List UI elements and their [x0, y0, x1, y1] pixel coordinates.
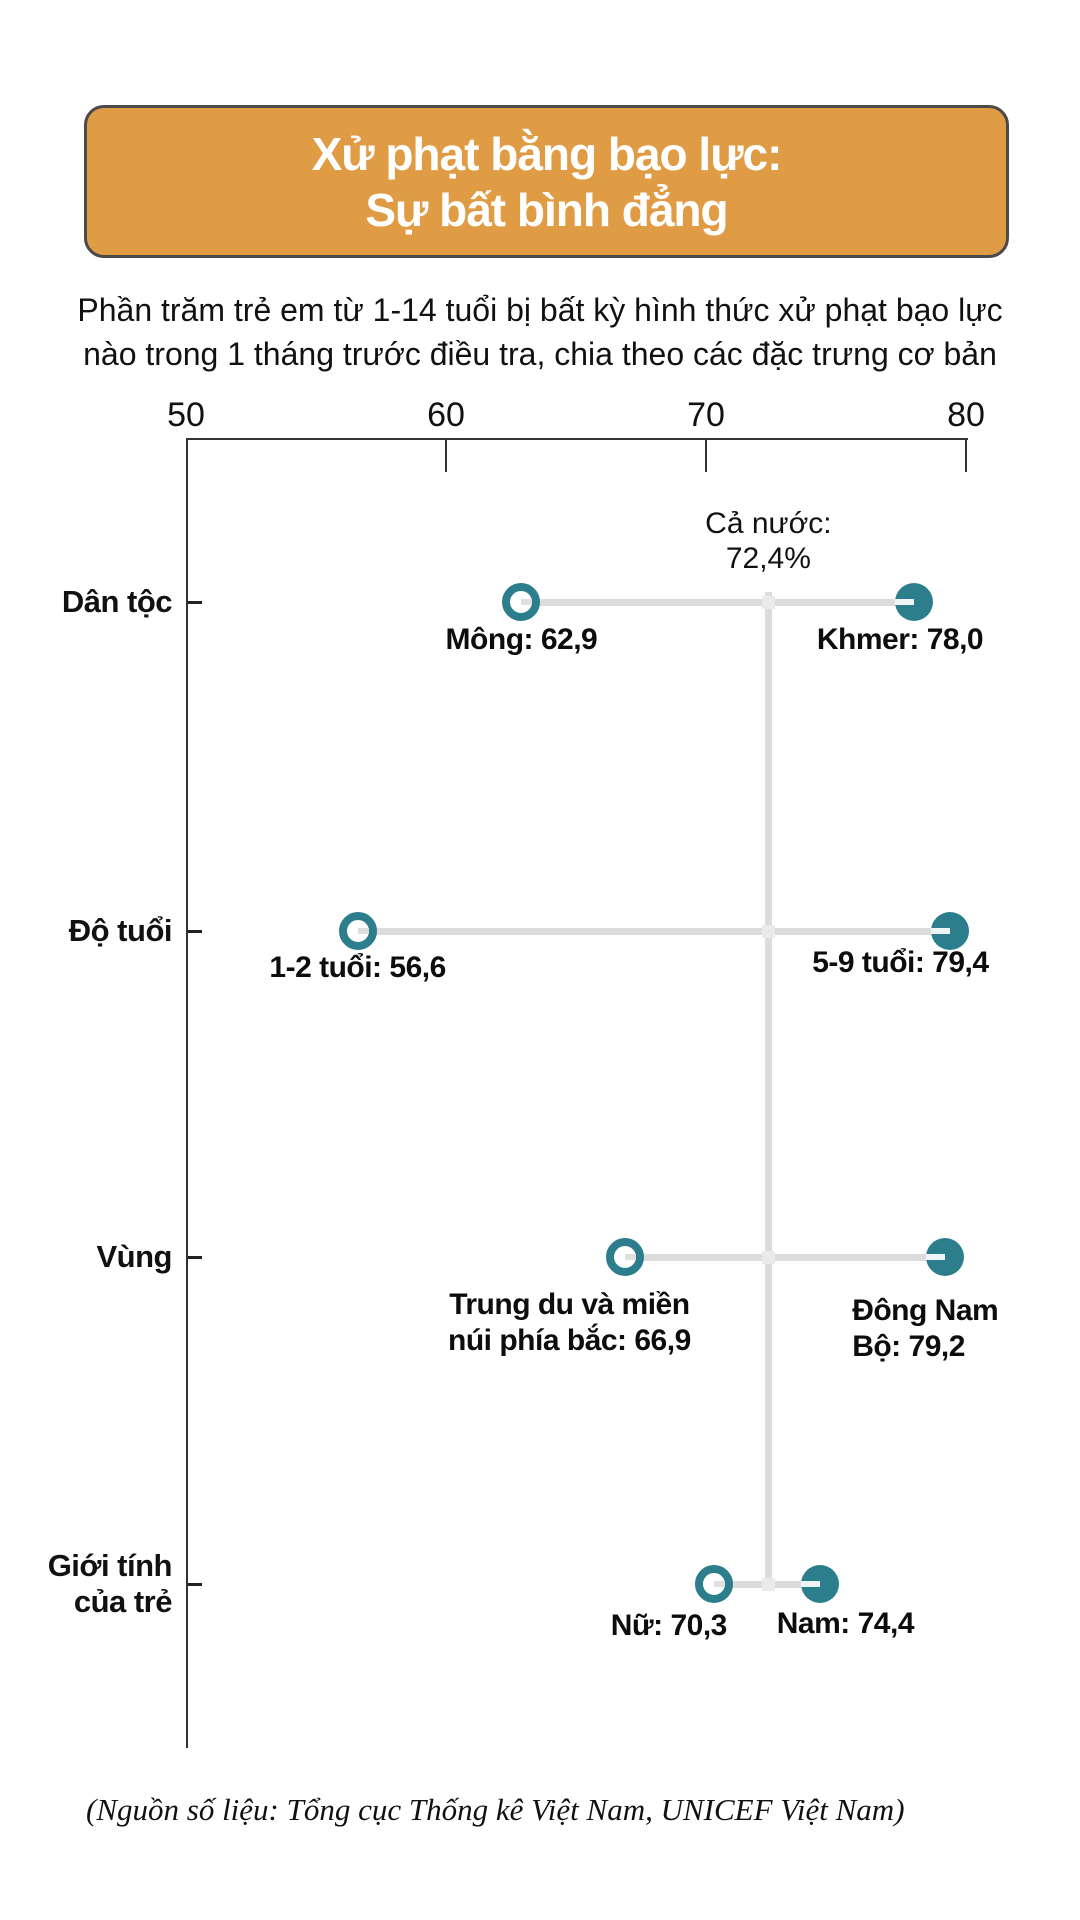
- value-label-low: Mông: 62,9: [445, 623, 598, 656]
- category-tick: [188, 930, 202, 933]
- dash-in-open-dot: [521, 599, 533, 605]
- page-title-line2: Sự bất bình đẳng: [365, 183, 728, 236]
- reference-crossing: [761, 1250, 775, 1264]
- value-label-low: 1-2 tuổi: 56,6: [269, 951, 446, 984]
- axis-tick: [705, 438, 707, 472]
- dot-low-open: [606, 1238, 645, 1276]
- value-label-high: 5-9 tuổi: 79,4: [812, 946, 989, 979]
- category-label: Giới tính của trẻ: [47, 1548, 173, 1619]
- axis-tick-label: 80: [947, 396, 985, 434]
- reference-label: Cả nước: 72,4%: [705, 507, 832, 575]
- axis-left-spine: [186, 438, 188, 1748]
- dash-in-filled-dot: [895, 599, 914, 605]
- value-label-high: Đông Nam Bộ: 79,2: [852, 1294, 999, 1363]
- row-connector: [625, 1253, 946, 1261]
- reference-crossing: [761, 924, 775, 938]
- category-tick: [188, 1583, 202, 1586]
- row-connector: [521, 598, 914, 606]
- category-label: Độ tuổi: [68, 913, 173, 948]
- dash-in-open-dot: [625, 1254, 637, 1260]
- axis-tick-label: 60: [427, 396, 465, 434]
- dash-in-open-dot: [357, 928, 369, 934]
- category-label: Vùng: [96, 1239, 173, 1274]
- row-connector: [357, 927, 951, 935]
- dash-in-filled-dot: [801, 1581, 821, 1587]
- reference-crossing: [761, 1577, 775, 1591]
- dash-in-open-dot: [713, 1581, 725, 1587]
- dash-in-filled-dot: [926, 1254, 946, 1260]
- axis-tick: [445, 438, 447, 472]
- page-title-line1: Xử phạt bằng bạo lực:: [311, 127, 783, 180]
- category-tick: [188, 1256, 202, 1259]
- value-label-high: Khmer: 78,0: [816, 623, 984, 656]
- value-label-low: Nữ: 70,3: [610, 1609, 728, 1642]
- axis-tick: [965, 438, 967, 472]
- axis-tick-label: 70: [687, 396, 725, 434]
- dash-in-filled-dot: [931, 928, 951, 934]
- value-label-high: Nam: 74,4: [776, 1607, 915, 1640]
- source-note: (Nguồn số liệu: Tổng cục Thống kê Việt N…: [86, 1792, 905, 1827]
- axis-tick-label: 50: [167, 396, 205, 434]
- axis-top-line: [186, 438, 968, 440]
- reference-crossing: [761, 595, 775, 609]
- header-box: Xử phạt bằng bạo lực: Sự bất bình đẳng: [84, 105, 1009, 258]
- category-label: Dân tộc: [61, 584, 173, 619]
- reference-line: [765, 592, 773, 1588]
- value-label-low: Trung du và miền núi phía bắc: 66,9: [448, 1288, 691, 1357]
- chart-subtitle: Phần trăm trẻ em từ 1-14 tuổi bị bất kỳ …: [77, 292, 1003, 372]
- category-tick: [188, 601, 202, 604]
